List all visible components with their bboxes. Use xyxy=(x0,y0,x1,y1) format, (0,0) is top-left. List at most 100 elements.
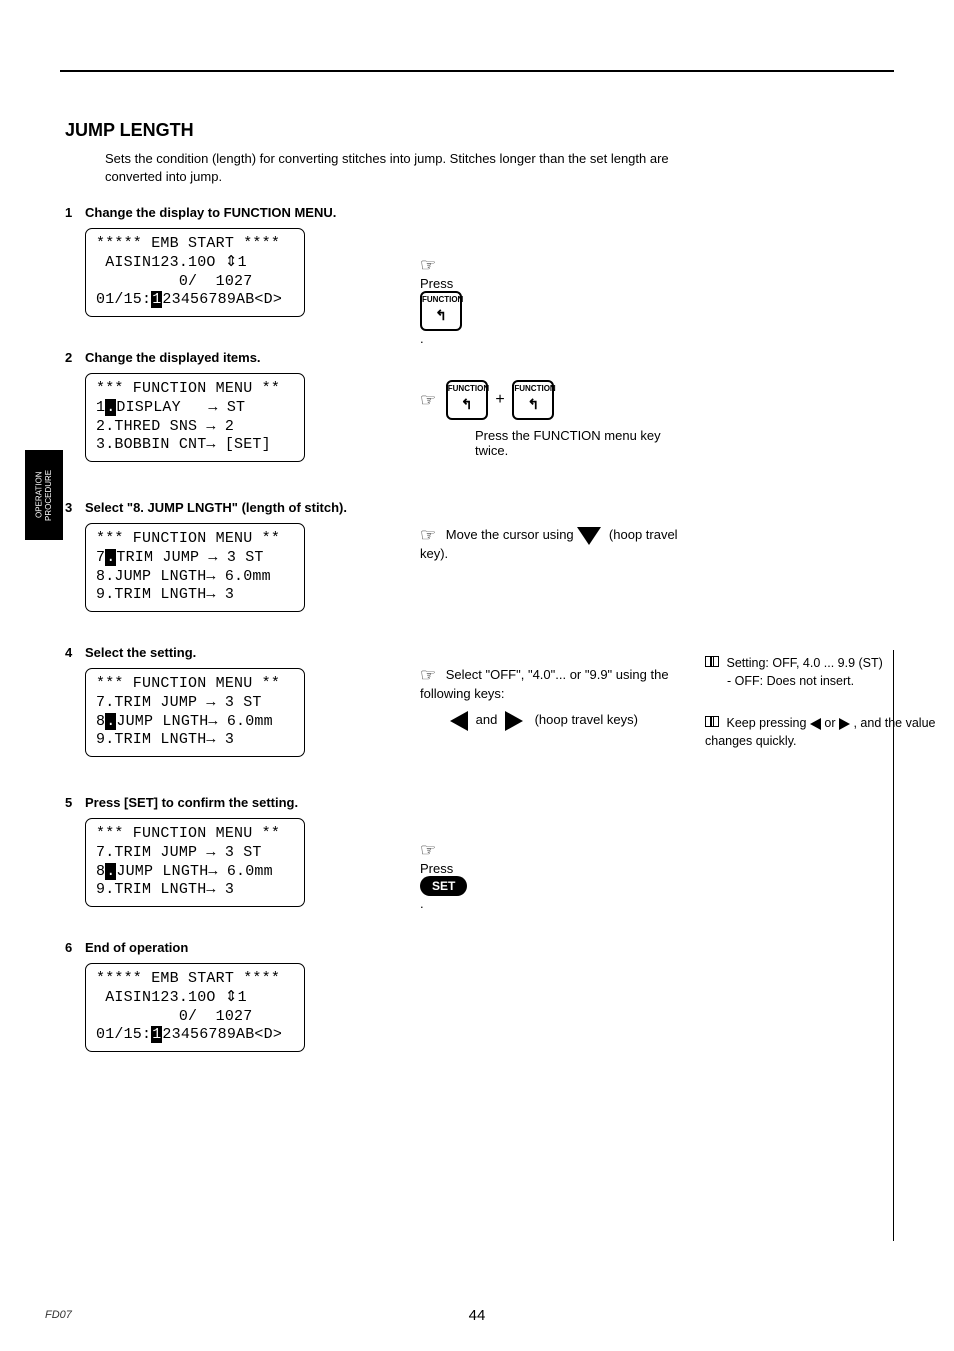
step-1: 1 Change the display to FUNCTION MENU. *… xyxy=(85,205,336,317)
updown-icon: ⇕ xyxy=(225,254,238,271)
step-3-action: ☞ Move the cursor using (hoop travel key… xyxy=(420,525,680,561)
lcd-line: AISIN123.10O xyxy=(96,254,225,271)
page-top-rule xyxy=(60,70,894,72)
lcd-line: 9.TRIM LNGTH→ 3 xyxy=(96,881,234,898)
lcd-line: *** FUNCTION MENU ** xyxy=(96,675,280,692)
step-1-num: 1 xyxy=(65,205,72,220)
lcd-cursor: . xyxy=(105,863,116,880)
lcd-cursor: . xyxy=(105,399,116,416)
step-2-lcd: *** FUNCTION MENU ** 1.DISPLAY → ST 2.TH… xyxy=(85,373,305,462)
left-arrow-icon[interactable] xyxy=(450,711,468,731)
return-icon: ↰ xyxy=(430,305,452,325)
step-4: 4 Select the setting. *** FUNCTION MENU … xyxy=(85,645,305,757)
lcd-line: AISIN123.10O xyxy=(96,989,225,1006)
lcd-line: 1 xyxy=(96,399,105,416)
press-label: Press xyxy=(420,276,453,291)
period: . xyxy=(420,896,424,911)
step-5-title: Press [SET] to confirm the setting. xyxy=(85,795,305,810)
lcd-line: JUMP LNGTH→ 6.0mm xyxy=(116,863,272,880)
lcd-line: 8 xyxy=(96,863,105,880)
lcd-line: 8 xyxy=(96,713,105,730)
lcd-line: 9.TRIM LNGTH→ 3 xyxy=(96,731,234,748)
step-3-lcd: *** FUNCTION MENU ** 7.TRIM JUMP → 3 ST … xyxy=(85,523,305,612)
step-2-num: 2 xyxy=(65,350,72,365)
note-icon xyxy=(705,656,719,667)
and-label: and xyxy=(476,712,498,727)
lcd-line: ***** EMB START **** xyxy=(96,235,280,252)
step-2-title: Change the displayed items. xyxy=(85,350,305,365)
step-5-num: 5 xyxy=(65,795,72,810)
step-4-title: Select the setting. xyxy=(85,645,305,660)
note-icon xyxy=(705,716,719,727)
action-text: Select "OFF", "4.0"... or "9.9" using th… xyxy=(420,667,669,701)
note-text: Setting: OFF, 4.0 ... 9.9 (ST) xyxy=(726,656,882,670)
page-title: JUMP LENGTH xyxy=(65,120,194,141)
step-3-num: 3 xyxy=(65,500,72,515)
updown-icon: ⇕ xyxy=(225,989,238,1006)
hand-icon: ☞ xyxy=(420,525,436,546)
action-text: (hoop travel keys) xyxy=(535,712,638,727)
lcd-line: ***** EMB START **** xyxy=(96,970,280,987)
lcd-line: 1 xyxy=(238,989,247,1006)
page-number: 44 xyxy=(0,1307,954,1324)
function-key-label: FUNCTION xyxy=(422,295,460,304)
step-5: 5 Press [SET] to confirm the setting. **… xyxy=(85,795,305,907)
step-6-lcd: ***** EMB START **** AISIN123.10O ⇕1 0/ … xyxy=(85,963,305,1052)
lcd-line: DISPLAY → ST xyxy=(116,399,245,416)
lcd-line: 9.TRIM LNGTH→ 3 xyxy=(96,586,234,603)
lcd-cursor: . xyxy=(105,549,116,566)
hand-icon: ☞ xyxy=(420,840,436,861)
lcd-line: 23456789AB<D> xyxy=(162,1026,282,1043)
left-arrow-icon xyxy=(810,718,821,730)
lcd-line: 01/15: xyxy=(96,1026,151,1043)
lcd-line: 7.TRIM JUMP → 3 ST xyxy=(96,694,262,711)
lcd-line: 2.THRED SNS → 2 xyxy=(96,418,234,435)
function-key[interactable]: FUNCTION ↰ xyxy=(512,380,554,420)
lcd-cursor: 1 xyxy=(151,1026,162,1043)
note-text: - OFF: Does not insert. xyxy=(727,674,854,688)
return-icon: ↰ xyxy=(456,394,478,414)
down-arrow-icon[interactable] xyxy=(577,527,601,545)
set-button[interactable]: SET xyxy=(420,876,467,896)
lcd-line: 0/ 1027 xyxy=(96,1008,252,1025)
lcd-line: 8.JUMP LNGTH→ 6.0mm xyxy=(96,568,271,585)
function-key[interactable]: FUNCTION ↰ xyxy=(446,380,488,420)
hand-icon: ☞ xyxy=(420,255,436,276)
press-label: Press xyxy=(420,861,453,876)
step-1-action: ☞ Press FUNCTION ↰ . xyxy=(420,255,462,346)
return-icon: ↰ xyxy=(522,394,544,414)
hand-icon: ☞ xyxy=(420,665,436,686)
lcd-cursor: 1 xyxy=(151,291,162,308)
right-arrow-icon xyxy=(839,718,850,730)
step-4-note-1: Setting: OFF, 4.0 ... 9.9 (ST) - OFF: Do… xyxy=(705,655,954,690)
step-5-lcd: *** FUNCTION MENU ** 7.TRIM JUMP → 3 ST … xyxy=(85,818,305,907)
right-arrow-icon[interactable] xyxy=(505,711,523,731)
lcd-line: *** FUNCTION MENU ** xyxy=(96,380,280,397)
lcd-line: 7.TRIM JUMP → 3 ST xyxy=(96,844,262,861)
step-2-action: ☞ FUNCTION ↰ + FUNCTION ↰ Press the FUNC… xyxy=(420,380,675,458)
function-key-label: FUNCTION xyxy=(448,384,486,393)
lcd-line: JUMP LNGTH→ 6.0mm xyxy=(116,713,272,730)
lcd-line: 7 xyxy=(96,549,105,566)
note-text: Keep pressing xyxy=(726,716,806,730)
function-key-label: FUNCTION xyxy=(514,384,552,393)
step-4-lcd: *** FUNCTION MENU ** 7.TRIM JUMP → 3 ST … xyxy=(85,668,305,757)
lcd-line: 3.BOBBIN CNT→ [SET] xyxy=(96,436,271,453)
step-6-num: 6 xyxy=(65,940,72,955)
lcd-line: TRIM JUMP → 3 ST xyxy=(116,549,263,566)
action-text: Move the cursor using xyxy=(446,527,574,542)
period: . xyxy=(420,331,424,346)
function-key[interactable]: FUNCTION ↰ xyxy=(420,291,462,331)
step-4-num: 4 xyxy=(65,645,72,660)
step-2: 2 Change the displayed items. *** FUNCTI… xyxy=(85,350,305,462)
step-3: 3 Select "8. JUMP LNGTH" (length of stit… xyxy=(85,500,347,612)
step-4-note-2: Keep pressing or , and the value changes… xyxy=(705,715,954,750)
step-4-action: ☞ Select "OFF", "4.0"... or "9.9" using … xyxy=(420,665,670,731)
plus-icon: + xyxy=(495,391,504,409)
step-2-action-text: Press the FUNCTION menu key twice. xyxy=(475,428,675,458)
note-text: or xyxy=(824,716,835,730)
side-tab: OPERATION PROCEDURE xyxy=(25,450,63,540)
step-6-title: End of operation xyxy=(85,940,305,955)
lcd-line: *** FUNCTION MENU ** xyxy=(96,825,280,842)
lcd-line: 23456789AB<D> xyxy=(162,291,282,308)
